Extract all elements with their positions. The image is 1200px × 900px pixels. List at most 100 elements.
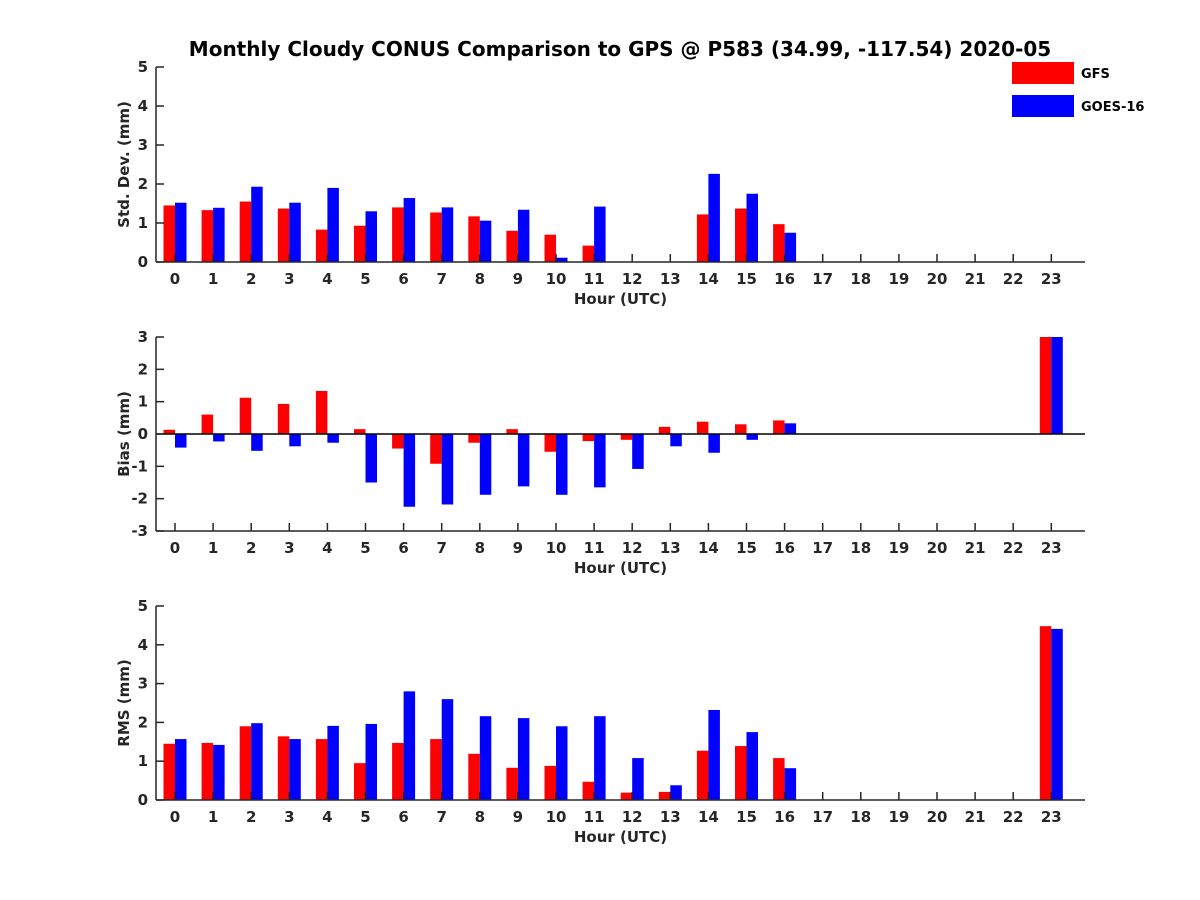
- bar-bias-goes16-4: [327, 434, 339, 443]
- legend-swatch-goes16: [1012, 95, 1074, 117]
- x-tick-label: 18: [850, 539, 871, 557]
- x-tick-label: 1: [208, 539, 218, 557]
- x-tick-label: 4: [322, 270, 332, 288]
- x-tick-label: 17: [812, 539, 833, 557]
- x-tick-label: 4: [322, 808, 332, 826]
- bar-rms-goes16-23: [1051, 628, 1063, 800]
- bar-std-goes16-0: [175, 202, 187, 262]
- bar-std-goes16-4: [327, 187, 339, 262]
- bar-rms-gfs-8: [468, 753, 480, 800]
- bar-rms-goes16-13: [670, 785, 682, 800]
- bar-rms-goes16-16: [784, 768, 797, 800]
- x-tick-label: 16: [774, 270, 795, 288]
- bar-bias-gfs-0: [163, 429, 175, 434]
- bar-rms-gfs-10: [544, 765, 556, 800]
- x-tick-label: 19: [888, 808, 909, 826]
- x-tick-label: 5: [360, 539, 370, 557]
- bar-std-gfs-4: [315, 229, 328, 262]
- bar-std-goes16-15: [746, 193, 758, 262]
- x-tick-label: 7: [436, 539, 446, 557]
- x-tick-label: 5: [360, 808, 370, 826]
- x-tick-label: 20: [927, 270, 948, 288]
- y-tick-label: 1: [138, 752, 148, 770]
- bar-rms-goes16-5: [365, 723, 377, 800]
- bar-rms-goes16-14: [708, 709, 720, 800]
- bar-bias-gfs-14: [696, 421, 709, 434]
- bar-bias-goes16-15: [746, 434, 758, 440]
- y-tick-label: -1: [131, 457, 148, 475]
- bar-rms-gfs-16: [773, 758, 785, 800]
- x-tick-label: 17: [812, 270, 833, 288]
- x-tick-label: 18: [850, 808, 871, 826]
- y-tick-label: 3: [138, 328, 148, 346]
- bar-bias-gfs-2: [239, 397, 252, 434]
- x-tick-label: 2: [246, 808, 256, 826]
- bar-std-goes16-9: [517, 209, 530, 262]
- x-tick-label: 12: [622, 539, 643, 557]
- x-tick-label: 23: [1041, 539, 1062, 557]
- bar-rms-gfs-6: [392, 742, 404, 800]
- bar-bias-goes16-14: [708, 434, 720, 453]
- bar-std-gfs-14: [696, 214, 709, 262]
- bar-bias-gfs-7: [430, 434, 442, 464]
- x-tick-label: 20: [927, 539, 948, 557]
- legend-label-gfs: GFS: [1081, 67, 1110, 82]
- x-tick-label: 1: [208, 808, 218, 826]
- x-tick-label: 6: [398, 270, 408, 288]
- bar-bias-gfs-6: [392, 434, 404, 449]
- x-tick-label: 16: [774, 808, 795, 826]
- bar-rms-gfs-14: [696, 750, 709, 800]
- x-tick-label: 22: [1003, 539, 1024, 557]
- bar-std-gfs-2: [239, 201, 252, 262]
- x-tick-label: 22: [1003, 270, 1024, 288]
- bar-rms-goes16-0: [175, 739, 187, 800]
- bar-rms-goes16-9: [517, 718, 530, 800]
- bar-rms-gfs-3: [277, 736, 290, 800]
- x-tick-label: 22: [1003, 808, 1024, 826]
- x-tick-label: 9: [513, 270, 523, 288]
- bar-bias-goes16-6: [403, 434, 416, 507]
- x-tick-label: 14: [698, 270, 719, 288]
- x-tick-label: 15: [736, 539, 757, 557]
- bar-bias-goes16-7: [441, 434, 454, 505]
- bar-std-gfs-9: [506, 230, 518, 262]
- bar-bias-goes16-16: [784, 423, 797, 434]
- y-tick-label: 4: [138, 636, 148, 654]
- bar-std-goes16-10: [556, 257, 568, 262]
- bar-bias-gfs-1: [201, 414, 214, 434]
- bar-std-goes16-2: [251, 186, 263, 262]
- x-tick-label: 13: [660, 270, 681, 288]
- bar-bias-goes16-13: [670, 434, 682, 447]
- x-tick-label: 5: [360, 270, 370, 288]
- x-tick-label: 15: [736, 808, 757, 826]
- bar-std-gfs-0: [163, 205, 175, 262]
- y-axis-label: Std. Dev. (mm): [115, 101, 133, 228]
- bar-rms-gfs-23: [1039, 626, 1052, 800]
- bar-std-gfs-16: [773, 224, 785, 262]
- x-tick-label: 8: [475, 808, 485, 826]
- bar-std-gfs-8: [468, 216, 480, 262]
- bar-rms-gfs-9: [506, 767, 518, 800]
- bar-bias-goes16-0: [175, 434, 187, 448]
- bar-bias-goes16-11: [594, 434, 606, 488]
- x-tick-label: 12: [622, 270, 643, 288]
- y-tick-label: 2: [138, 713, 148, 731]
- x-tick-label: 11: [584, 808, 605, 826]
- bar-bias-gfs-5: [354, 429, 366, 434]
- x-tick-label: 21: [965, 270, 986, 288]
- bar-bias-goes16-9: [517, 434, 530, 487]
- bar-rms-goes16-7: [441, 699, 454, 800]
- x-tick-label: 0: [170, 808, 180, 826]
- x-tick-label: 3: [284, 808, 294, 826]
- y-axis-label: RMS (mm): [115, 659, 133, 746]
- bar-std-goes16-1: [213, 207, 225, 262]
- bar-rms-gfs-15: [735, 746, 747, 800]
- bar-std-goes16-7: [441, 207, 454, 262]
- x-tick-label: 10: [546, 270, 567, 288]
- bar-bias-goes16-12: [632, 434, 644, 469]
- bar-bias-goes16-5: [365, 434, 377, 483]
